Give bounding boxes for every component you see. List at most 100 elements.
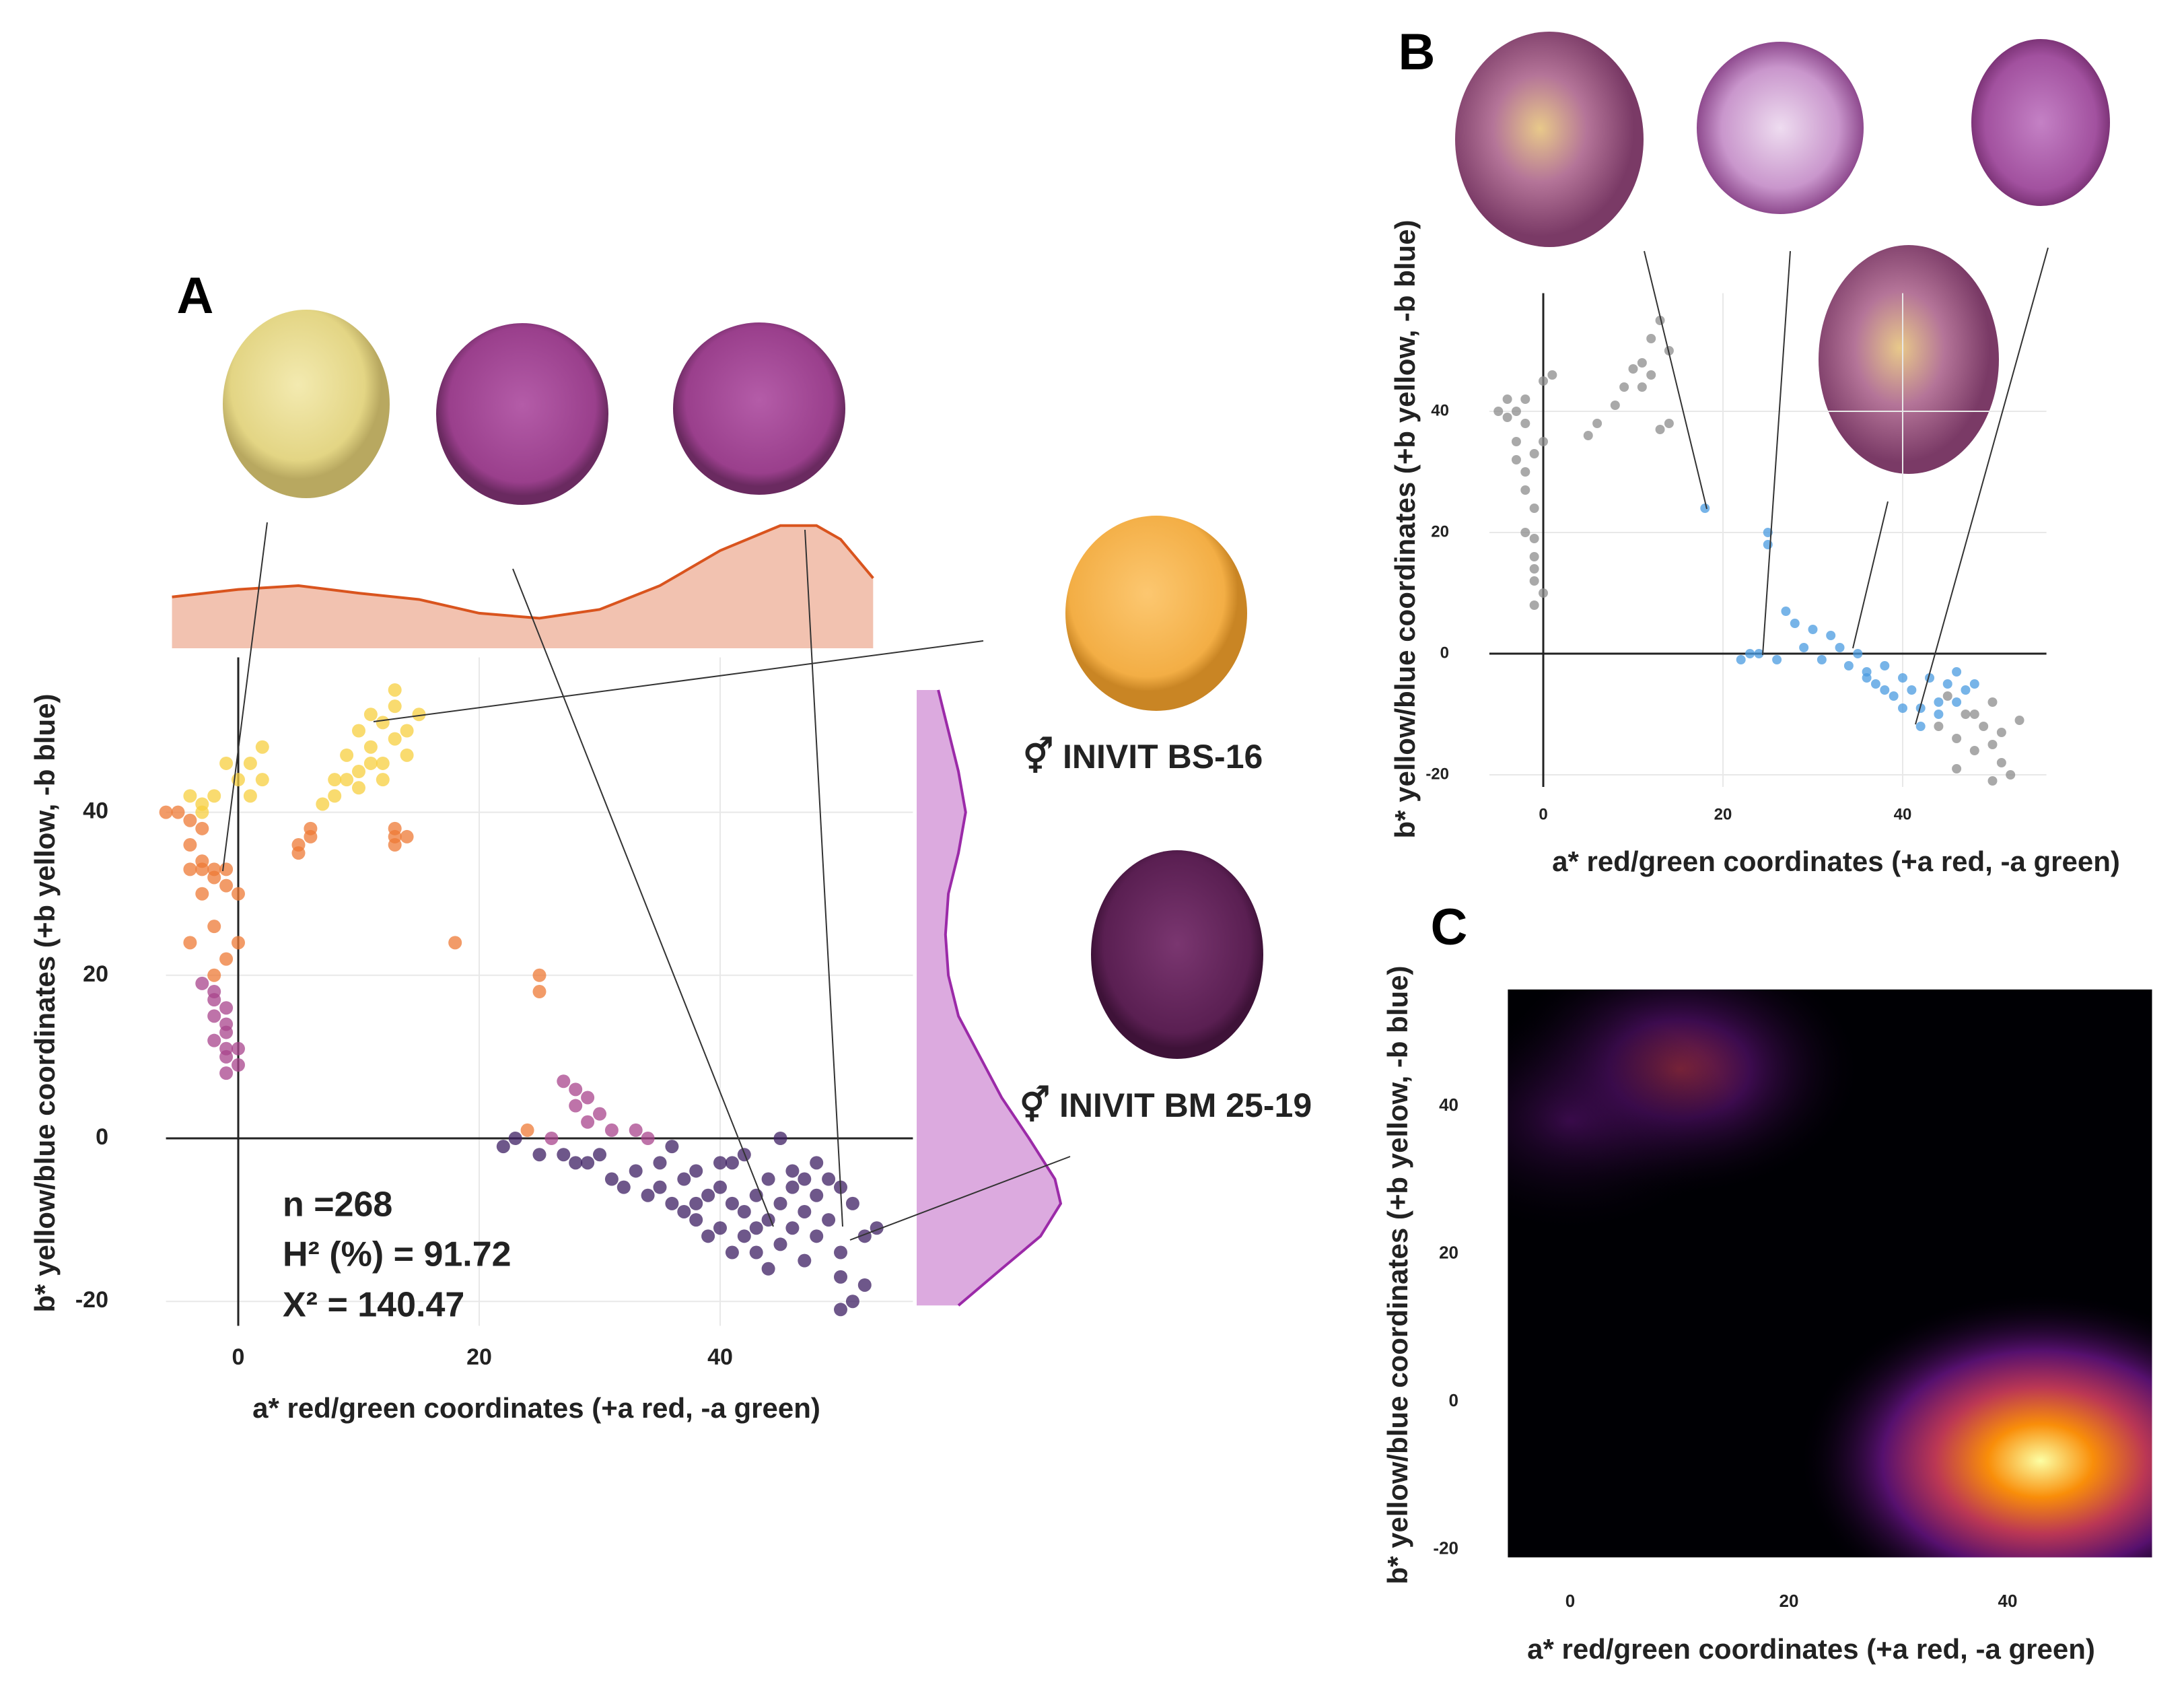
point — [195, 976, 209, 990]
point — [593, 1107, 606, 1121]
point — [713, 1156, 727, 1170]
point — [1628, 364, 1638, 374]
point — [1520, 467, 1530, 477]
point — [1915, 722, 1926, 731]
charts: 0 20 40 -20 0 20 40 a* red/green coordinates (+… — [29, 219, 2152, 1665]
point — [1996, 758, 2006, 767]
point — [376, 773, 390, 787]
point — [1996, 728, 2006, 737]
point — [291, 838, 306, 852]
leader-line — [222, 522, 268, 872]
point — [1942, 679, 1952, 689]
point — [569, 1156, 583, 1170]
point — [1898, 673, 1907, 683]
point — [713, 1221, 727, 1235]
point — [845, 1196, 859, 1210]
point — [1520, 419, 1530, 428]
point — [798, 1172, 812, 1186]
point — [183, 838, 197, 852]
y-density — [917, 689, 1061, 1306]
point — [1529, 552, 1539, 561]
leader-lines — [222, 247, 2049, 1241]
point — [701, 1188, 715, 1202]
y-tick-label: 20 — [1431, 522, 1449, 541]
point — [363, 756, 378, 770]
point — [219, 1025, 234, 1039]
point — [677, 1204, 691, 1218]
leader-line — [373, 640, 984, 722]
point — [773, 1196, 787, 1210]
point — [1592, 419, 1602, 428]
point — [520, 1123, 534, 1137]
point — [1539, 437, 1548, 446]
point — [2006, 770, 2016, 780]
point — [857, 1278, 872, 1292]
point — [412, 708, 426, 722]
point — [496, 1140, 510, 1154]
photo-tuber — [1697, 42, 1864, 214]
point — [1870, 679, 1880, 689]
x-tick-label: 40 — [1998, 1591, 2018, 1611]
y-tick-label: 20 — [1439, 1242, 1458, 1262]
density-blobs — [1508, 989, 2152, 1558]
leader-line — [512, 568, 774, 1227]
x-tick-label: 0 — [1565, 1591, 1575, 1611]
y-tick-label: 0 — [1440, 644, 1449, 662]
photo-tuber — [1091, 850, 1263, 1059]
point — [195, 805, 209, 819]
point — [1880, 685, 1890, 695]
point — [1511, 437, 1521, 446]
point — [653, 1156, 667, 1170]
point — [1907, 685, 1917, 695]
y-tick-label: 0 — [96, 1124, 108, 1150]
point — [219, 1066, 234, 1080]
point — [749, 1221, 763, 1235]
point — [1969, 746, 1979, 755]
point — [1655, 425, 1665, 434]
point — [183, 813, 197, 827]
point — [798, 1204, 812, 1218]
point — [376, 756, 390, 770]
point — [1979, 722, 1989, 731]
point — [1790, 619, 1800, 628]
point — [1843, 661, 1854, 670]
point — [641, 1188, 655, 1202]
point — [1610, 401, 1620, 410]
point — [532, 968, 547, 982]
point — [207, 920, 221, 934]
point — [195, 821, 209, 835]
point — [1529, 534, 1539, 543]
photo-tuber — [223, 310, 390, 498]
point — [1655, 316, 1665, 325]
x-axis-label: a* red/green coordinates (+a red, -a gre… — [252, 1392, 820, 1424]
point — [1763, 540, 1773, 549]
point — [532, 1148, 547, 1162]
point — [569, 1082, 583, 1097]
point — [737, 1204, 751, 1218]
point — [834, 1245, 847, 1260]
point — [810, 1229, 824, 1243]
point — [207, 1009, 221, 1023]
point — [1646, 370, 1656, 380]
point — [629, 1123, 643, 1137]
photo-tuber — [1065, 516, 1247, 711]
leader-line — [849, 1156, 1071, 1241]
photo-tuber — [1819, 245, 1999, 474]
point — [1619, 382, 1629, 392]
point — [544, 1132, 559, 1145]
density-blob — [1798, 1292, 2152, 1558]
point — [1539, 376, 1548, 386]
y-tick-label: -20 — [1433, 1538, 1458, 1558]
point — [1736, 655, 1746, 664]
point — [207, 968, 221, 982]
point — [363, 708, 378, 722]
point — [243, 756, 257, 770]
point — [232, 887, 245, 901]
point — [1934, 710, 1944, 719]
point — [1511, 455, 1521, 464]
panel-label: B — [1399, 24, 1436, 81]
point — [1529, 564, 1539, 574]
y-tick-label: 0 — [1449, 1390, 1458, 1410]
point — [725, 1245, 739, 1260]
point — [1969, 679, 1979, 689]
